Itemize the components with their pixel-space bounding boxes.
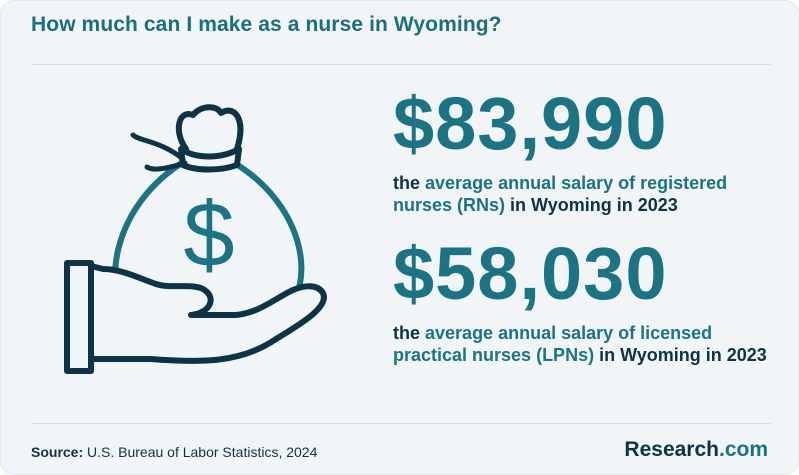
rn-desc-prefix: the [393,173,426,193]
source-text: U.S. Bureau of Labor Statistics, 2024 [83,444,318,460]
lpn-salary-value: $58,030 [393,232,668,315]
lpn-desc-prefix: the [393,323,426,343]
rn-salary-description: the average annual salary of registered … [393,172,773,216]
money-bag-in-hand-icon: $ [64,104,327,374]
drawstring [130,132,186,162]
rn-desc-highlight: average annual salary of registered nurs… [393,173,728,215]
bag-top [175,104,244,152]
rn-desc-suffix: in Wyoming in 2023 [505,195,678,215]
brand-name: Research [624,438,719,461]
page-title: How much can I make as a nurse in Wyomin… [31,13,502,36]
lpn-salary-description: the average annual salary of licensed pr… [393,322,773,366]
hand [88,263,327,364]
source-citation: Source: U.S. Bureau of Labor Statistics,… [31,444,317,460]
lpn-desc-suffix: in Wyoming in 2023 [594,345,767,365]
bottom-divider [31,423,771,424]
source-label: Source: [31,444,84,460]
brand-tld: .com [718,438,768,461]
top-divider [31,64,771,65]
lpn-desc-highlight: average annual salary of licensed practi… [393,323,713,365]
brand-logo[interactable]: Research.com [624,438,768,462]
hand-cuff [64,260,94,374]
dollar-symbol: $ [183,184,234,286]
bag-neck [178,146,242,173]
rn-salary-value: $83,990 [393,82,668,165]
